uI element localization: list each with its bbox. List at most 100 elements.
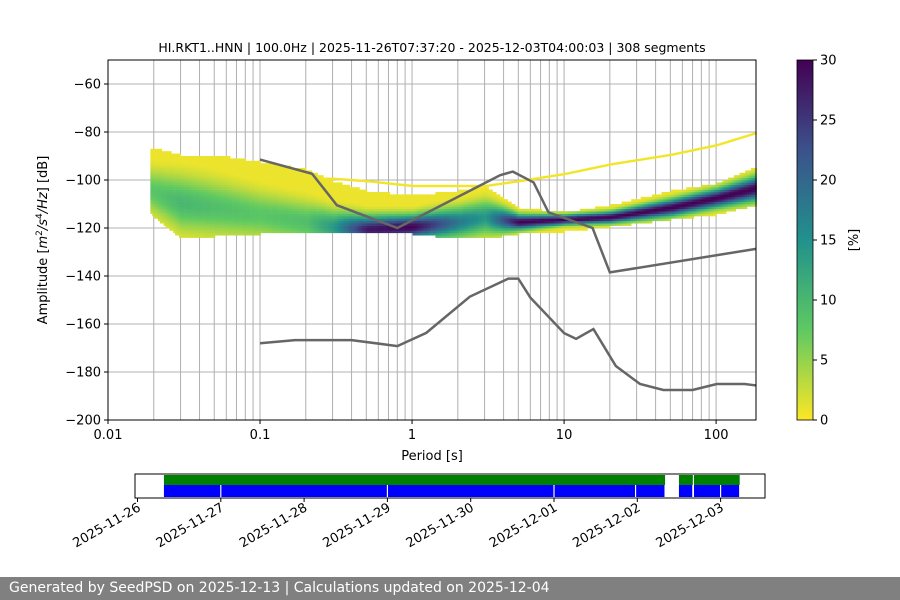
ppsd-cell [448,194,451,198]
ppsd-cell [311,206,315,210]
ppsd-cell [296,192,299,195]
ppsd-cell [361,189,364,193]
ppsd-cell [294,213,298,217]
ppsd-cell [289,201,292,205]
ppsd-cell [315,172,318,176]
ppsd-cell [207,160,210,164]
ppsd-cell [469,230,472,234]
ppsd-cell [427,225,431,229]
ppsd-cell [522,220,526,224]
ppsd-cell [425,204,429,207]
ppsd-cell [342,223,345,226]
ppsd-cell [465,201,469,205]
ppsd-cell [175,189,178,193]
ppsd-cell [211,180,214,183]
ppsd-cell [256,216,259,219]
ppsd-cell [401,213,404,217]
ppsd-cell [310,220,313,224]
ppsd-cell [268,168,271,171]
ppsd-cell [175,175,178,178]
ppsd-cell [482,187,486,190]
ppsd-cell [397,211,400,214]
ppsd-cell [492,199,495,202]
ppsd-cell [406,199,410,202]
ppsd-cell [241,225,244,229]
ppsd-cell [420,184,423,188]
ppsd-cell [268,230,271,234]
ppsd-cell [245,189,248,193]
ppsd-cell [465,206,469,210]
ppsd-cell [249,187,252,190]
ppsd-cell [368,180,372,183]
ppsd-cell [169,187,172,190]
ppsd-cell [484,235,488,238]
ppsd-cell [220,189,223,193]
ppsd-cell [463,211,467,214]
ppsd-cell [507,225,510,229]
ppsd-cell [161,177,164,181]
ppsd-cell [348,204,351,207]
ppsd-cell [357,189,360,193]
ppsd-cell [209,192,212,195]
ppsd-cell [469,228,472,231]
ppsd-cell [296,223,299,226]
ppsd-cell [230,194,233,198]
ppsd-cell [178,163,182,166]
ppsd-cell [173,218,176,222]
ppsd-cell [410,208,413,212]
ppsd-cell [412,184,415,188]
ppsd-cell [325,177,328,180]
ppsd-cell [336,213,339,217]
ppsd-cell [401,206,404,210]
ppsd-cell [287,223,290,226]
ppsd-cell [232,225,235,229]
ppsd-cell [207,235,210,238]
ppsd-cell [304,192,307,195]
ppsd-cell [361,201,364,205]
ppsd-cell [302,196,305,200]
ppsd-cell [167,220,170,224]
ppsd-cell [444,206,448,210]
ppsd-cell [209,165,212,169]
ppsd-cell [386,230,389,234]
ppsd-cell [281,175,284,178]
ppsd-cell [199,196,202,200]
ppsd-cell [254,196,258,200]
ppsd-cell [465,220,469,224]
ppsd-cell [211,230,214,234]
ppsd-cell [247,187,250,190]
ppsd-cell [391,211,394,214]
ppsd-cell [235,230,239,234]
ppsd-cell [359,194,362,198]
ppsd-cell [291,182,294,186]
ppsd-cell [452,232,455,236]
ppsd-cell [211,223,214,226]
ppsd-cell [441,220,444,224]
ppsd-cell [519,211,522,214]
ppsd-cell [230,168,233,171]
ppsd-cell [298,187,301,190]
ppsd-cell [258,232,261,236]
ppsd-cell [327,199,330,202]
ppsd-cell [496,232,499,236]
ppsd-cell [266,175,269,178]
ppsd-cell [313,225,317,229]
ppsd-cell [488,232,491,236]
ppsd-cell [386,228,389,231]
ppsd-cell [260,220,263,224]
ppsd-cell [425,220,429,224]
ppsd-cell [152,194,155,198]
ppsd-cell [338,208,341,212]
ppsd-cell [313,187,317,190]
ppsd-cell [397,228,400,231]
ppsd-cell [368,192,372,195]
ppsd-cell [207,158,210,162]
ppsd-cell [182,194,185,198]
ppsd-cell [213,216,216,219]
ppsd-cell [237,189,240,193]
ppsd-cell [226,160,229,164]
ppsd-cell [439,232,442,236]
ppsd-cell [406,213,410,217]
ppsd-cell [165,184,168,188]
ppsd-cell [435,194,438,198]
